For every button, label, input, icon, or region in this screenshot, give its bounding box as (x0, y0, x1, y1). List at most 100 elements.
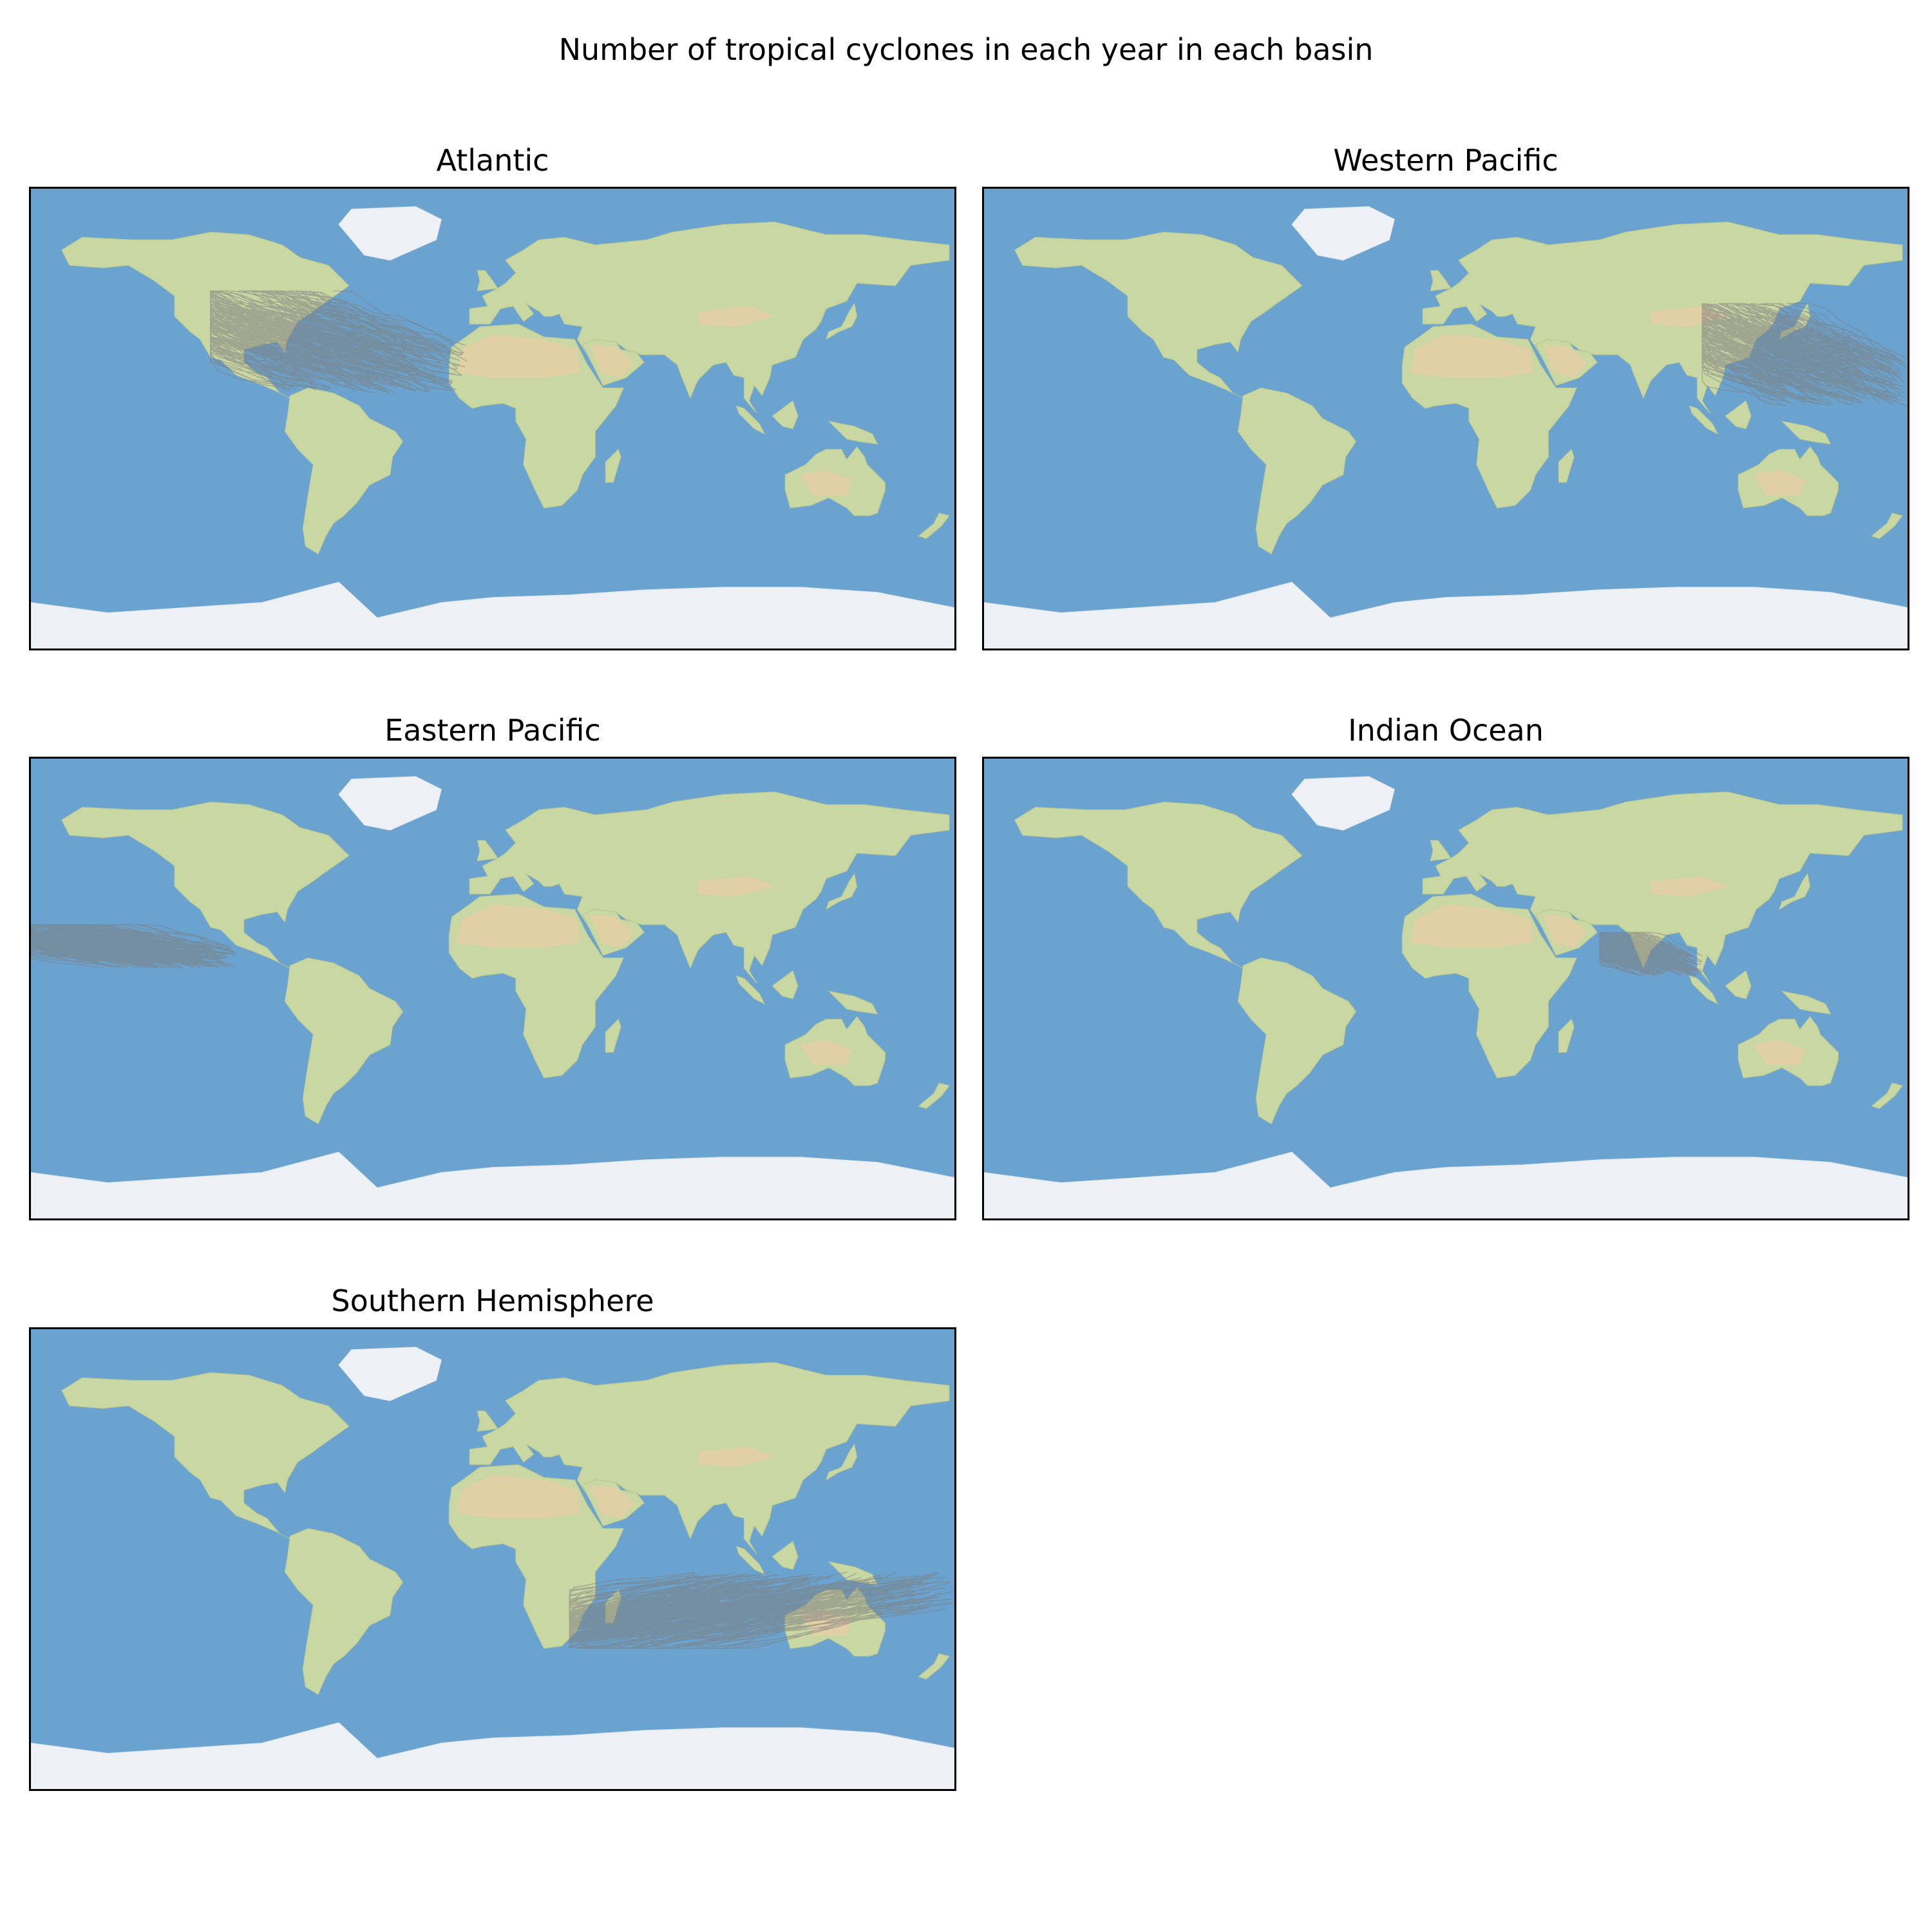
cyclone-track (241, 316, 417, 370)
borneo-landmass (1725, 970, 1752, 999)
cyclone-track (213, 321, 369, 393)
cyclone-track (109, 924, 232, 952)
cyclone-track (1717, 310, 1853, 381)
japan-landmass (825, 303, 858, 341)
cyclone-track (252, 291, 403, 356)
cyclone-tracks (1599, 932, 1703, 976)
cyclone-track (630, 1602, 848, 1645)
cyclone-track (1629, 932, 1684, 955)
cyclone-tracks (210, 290, 468, 393)
cyclone-track (1741, 303, 1872, 359)
cyclone-track (1766, 339, 1893, 386)
cyclone-track (569, 1604, 736, 1649)
cyclone-track (569, 1594, 692, 1642)
cyclone-track (1599, 935, 1652, 960)
world-basemap (31, 1329, 954, 1789)
cyclone-track (210, 300, 342, 360)
map-western-pacific (982, 187, 1909, 650)
desert-area (457, 334, 580, 378)
cyclone-track (210, 298, 306, 348)
new-zealand-landmass (1871, 1083, 1903, 1109)
desert-area (697, 306, 775, 327)
cyclone-track (1701, 365, 1783, 406)
cyclone-track (674, 1580, 916, 1636)
cyclone-track (260, 293, 404, 351)
cyclone-track (666, 1580, 924, 1625)
new-zealand-landmass (918, 1083, 950, 1109)
cyclone-track (31, 947, 104, 969)
cyclone-track (569, 1574, 761, 1607)
cyclone-track (668, 1609, 870, 1649)
antarctica-landmass (31, 1722, 954, 1789)
cyclone-track (663, 1582, 922, 1631)
cyclone-track (261, 319, 449, 391)
cyclone-track (621, 1573, 857, 1626)
cyclone-track (1701, 323, 1765, 391)
cyclone-track (218, 310, 377, 387)
south-america-landmass (1237, 387, 1357, 554)
cyclone-track (102, 924, 212, 950)
cyclone-track (1751, 307, 1872, 361)
cyclone-track (1730, 341, 1858, 392)
cyclone-track (220, 290, 385, 350)
cyclone-track (31, 934, 155, 964)
borneo-landmass (772, 1540, 799, 1570)
cyclone-track (1701, 331, 1800, 390)
cyclone-track (1624, 935, 1685, 961)
land-layer (31, 776, 954, 1218)
sumatra-landmass (1689, 405, 1719, 435)
map-eastern-pacific (29, 757, 956, 1220)
antarctica-landmass (984, 1151, 1908, 1218)
greenland-landmass (338, 1347, 442, 1401)
cyclone-track (1599, 942, 1660, 967)
sumatra-landmass (735, 1546, 766, 1575)
cyclone-track (210, 324, 352, 383)
uk-landmass (477, 840, 498, 862)
antarctica-landmass (31, 582, 954, 649)
desert-area (1543, 914, 1587, 948)
greenland-landmass (338, 776, 442, 831)
greenland-landmass (338, 206, 442, 261)
new-guinea-landmass (828, 421, 878, 445)
land-layer (984, 776, 1908, 1218)
desert-area (457, 1475, 580, 1519)
cyclone-track (246, 305, 382, 359)
cyclone-track (210, 290, 368, 343)
japan-landmass (825, 873, 858, 911)
cyclone-track (249, 300, 432, 349)
cyclone-track (1701, 327, 1794, 384)
cyclone-track (31, 931, 95, 957)
cyclone-track (569, 1581, 690, 1626)
sumatra-landmass (735, 975, 766, 1005)
new-zealand-landmass (918, 513, 950, 539)
cyclone-track (64, 924, 195, 947)
panel-title-atlantic: Atlantic (436, 143, 549, 178)
cyclone-track (1744, 307, 1860, 363)
cyclone-track (113, 933, 236, 953)
cyclone-track (51, 929, 187, 962)
south-america-landmass (284, 957, 404, 1124)
antarctica-landmass (984, 582, 1908, 649)
cyclone-track (31, 947, 128, 967)
new-guinea-landmass (828, 990, 878, 1015)
cyclone-track (333, 290, 468, 362)
cyclone-track (308, 307, 440, 363)
cyclone-track (582, 1606, 848, 1649)
cyclone-track (1605, 951, 1669, 971)
cyclone-track (296, 290, 443, 355)
cyclone-track (245, 290, 412, 348)
madagascar-landmass (1558, 1018, 1575, 1053)
cyclone-track (31, 931, 97, 959)
cyclone-track (31, 949, 111, 968)
cyclone-track (714, 1601, 934, 1648)
uk-landmass (477, 270, 498, 292)
desert-area (1754, 469, 1805, 495)
new-guinea-landmass (1781, 990, 1832, 1015)
uk-landmass (1430, 270, 1452, 292)
cyclone-track (1747, 350, 1854, 402)
cyclone-track (1620, 935, 1689, 960)
japan-landmass (1778, 873, 1811, 911)
cyclone-track (31, 933, 137, 957)
cyclone-track (610, 1596, 838, 1649)
cyclone-track (262, 318, 393, 379)
